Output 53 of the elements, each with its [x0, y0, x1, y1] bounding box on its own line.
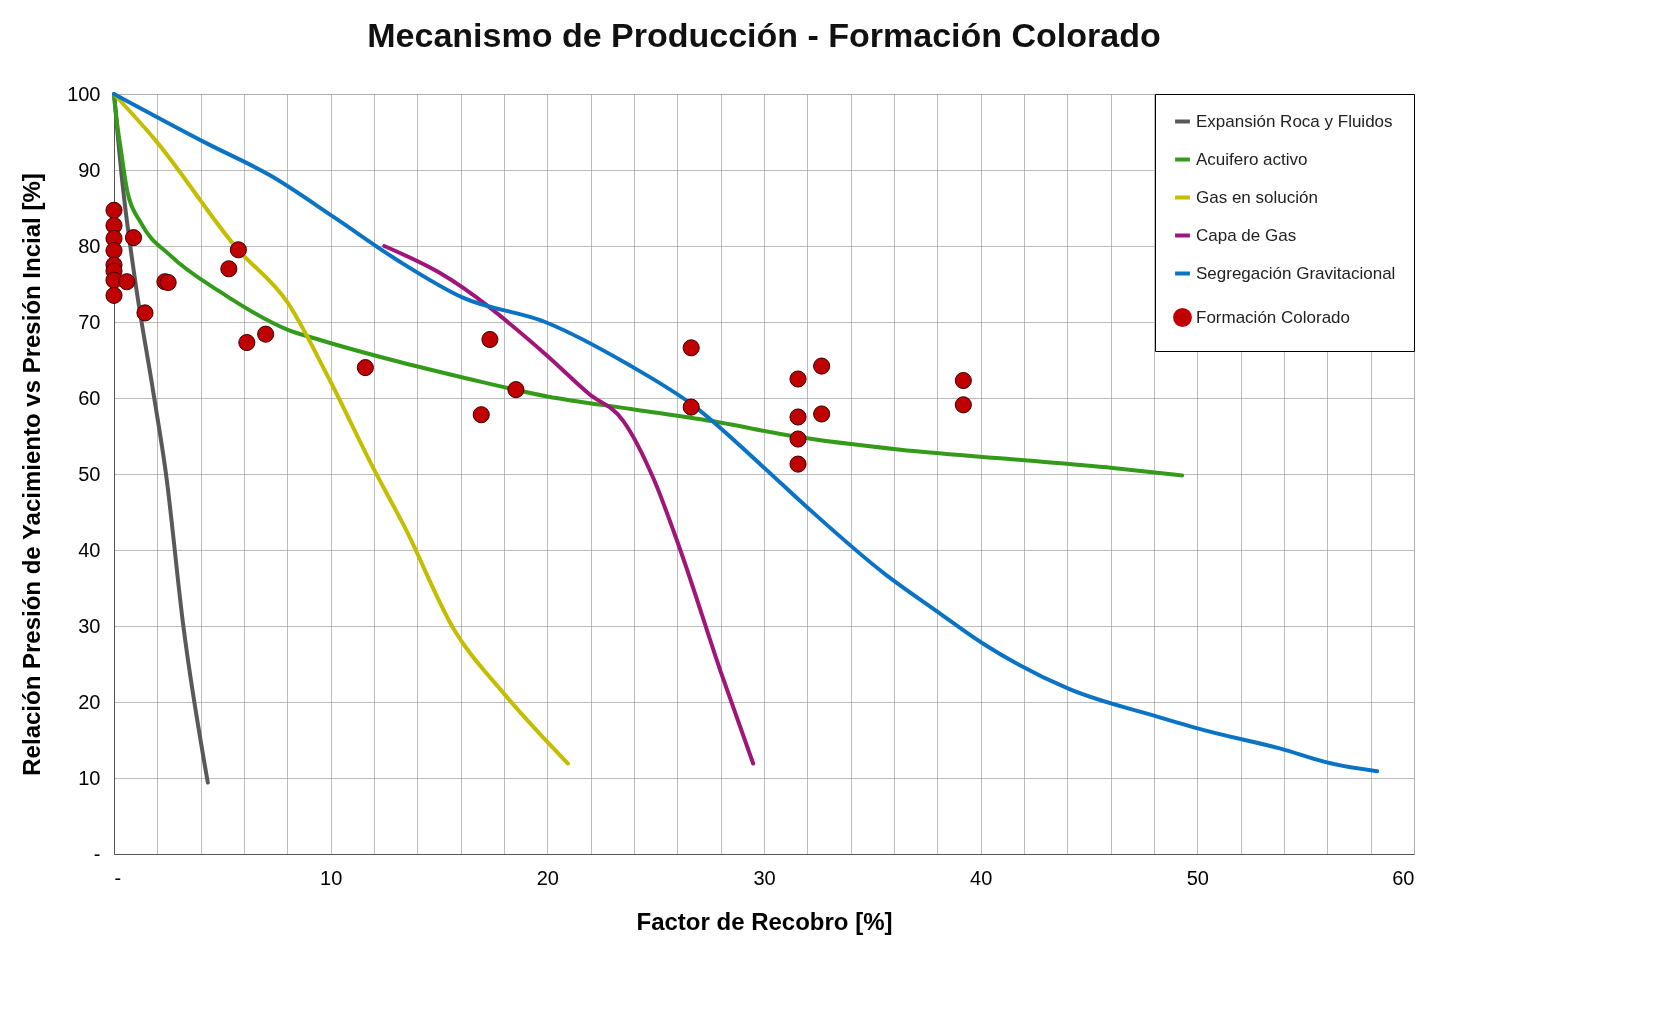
point: [789, 455, 807, 473]
point: [118, 273, 136, 291]
point: [124, 229, 143, 247]
point: [954, 371, 972, 390]
legend-label: Capa de Gas: [1196, 225, 1297, 245]
point: [789, 370, 807, 388]
point: [356, 359, 374, 377]
legend-label: Acuifero activo: [1196, 149, 1308, 169]
y-tick-label: -: [93, 842, 101, 865]
point: [105, 286, 123, 304]
legend-label: Segregación Gravitacional: [1196, 263, 1396, 283]
x-tick-label: -: [114, 866, 122, 889]
x-tick-label: 40: [970, 866, 993, 889]
line-series: [112, 92, 1185, 478]
point: [257, 325, 275, 343]
y-tick-label: 10: [78, 766, 101, 789]
point: [105, 201, 123, 219]
point: [105, 242, 123, 260]
y-tick-label: 70: [78, 310, 101, 333]
point: [789, 430, 807, 448]
y-axis-title: Relación Presión de Yacimiento vs Presión Incial [%]: [18, 173, 46, 776]
x-tick-label: 60: [1392, 866, 1415, 889]
legend-label: Formación Colorado: [1196, 307, 1351, 327]
point: [136, 304, 154, 322]
point: [813, 357, 831, 375]
x-tick-label: 50: [1186, 866, 1209, 889]
y-tick-label: 80: [78, 234, 101, 257]
y-tick-label: 30: [78, 614, 101, 637]
point: [954, 396, 972, 414]
x-axis-title: Factor de Recobro [%]: [636, 907, 893, 935]
point: [220, 260, 238, 278]
y-tick-label: 40: [78, 538, 101, 561]
point: [481, 330, 499, 349]
y-tick-label: 60: [78, 386, 101, 409]
chart-title: Mecanismo de Producción - Formación Colorado: [367, 16, 1161, 54]
x-tick-label: 30: [753, 866, 776, 889]
point: [472, 406, 490, 424]
y-tick-label: 50: [78, 462, 101, 485]
y-tick-label: 20: [78, 690, 101, 713]
point: [789, 408, 807, 426]
legend-label: Gas en solución: [1196, 187, 1318, 207]
x-tick-label: 20: [536, 866, 559, 889]
point: [682, 339, 700, 357]
y-tick-label: 90: [78, 158, 101, 181]
point: [238, 333, 256, 352]
point: [682, 398, 700, 416]
x-tick-label: 10: [320, 866, 343, 889]
legend-label: Expansión Roca y Fluidos: [1196, 111, 1393, 131]
point: [507, 381, 525, 399]
y-tick-label: 100: [67, 82, 101, 105]
point: [229, 241, 247, 259]
line-series: [382, 244, 756, 766]
point: [813, 405, 831, 423]
